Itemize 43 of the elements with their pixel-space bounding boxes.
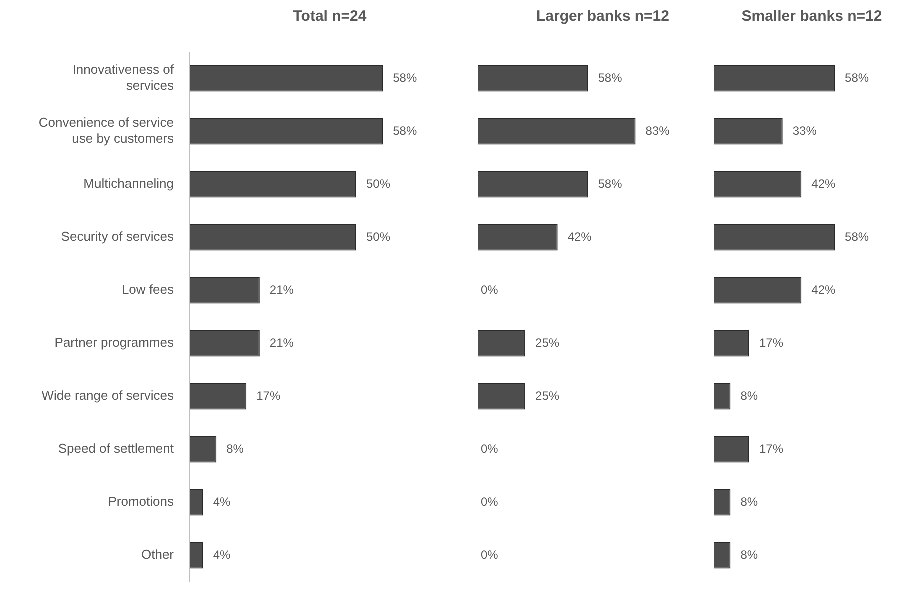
- data-label: 8%: [226, 442, 244, 456]
- chart-title: Total n=24: [292, 8, 368, 27]
- data-label: 0%: [481, 548, 499, 562]
- data-label: 21%: [270, 336, 294, 350]
- data-label: 0%: [481, 494, 499, 509]
- y-tick-label: Speed of settlement: [58, 441, 174, 456]
- data-label: 4%: [213, 548, 231, 562]
- chart-title: Smaller banks n=12: [740, 8, 884, 27]
- data-label: 17%: [759, 442, 784, 456]
- y-tick-label: Multichanneling: [84, 176, 174, 192]
- data-label: 25%: [536, 388, 560, 403]
- data-label: 21%: [270, 282, 294, 297]
- data-label: 33%: [792, 124, 818, 138]
- data-label: 25%: [536, 336, 560, 350]
- y-tick-label: Convenience of service use by customers: [38, 115, 174, 146]
- y-tick-label: Security of services: [61, 229, 174, 244]
- data-label: 42%: [812, 176, 836, 191]
- data-label: 50%: [366, 230, 391, 244]
- data-label: 58%: [598, 176, 623, 191]
- data-label: 0%: [481, 282, 499, 297]
- data-label: 83%: [646, 124, 670, 138]
- y-tick-label: Partner programmes: [54, 335, 174, 350]
- y-tick-label: Wide range of services: [42, 388, 174, 404]
- data-label: 58%: [845, 230, 870, 244]
- chart-title: Larger banks n=12: [536, 8, 670, 27]
- data-label: 58%: [393, 124, 418, 138]
- y-tick-label: Promotions: [108, 494, 174, 510]
- data-label: 58%: [845, 70, 870, 85]
- data-label: 17%: [759, 336, 784, 350]
- data-label: 42%: [568, 230, 592, 244]
- data-label: 58%: [393, 70, 418, 85]
- data-label: 0%: [481, 442, 499, 456]
- data-label: 4%: [213, 494, 231, 509]
- y-tick-label: Low fees: [122, 282, 174, 298]
- data-label: 17%: [256, 388, 281, 403]
- data-label: 42%: [812, 282, 836, 297]
- y-tick-label: Other: [141, 547, 175, 562]
- data-label: 8%: [740, 548, 758, 562]
- data-label: 8%: [740, 494, 758, 509]
- data-label: 8%: [740, 388, 758, 403]
- data-label: 50%: [366, 176, 391, 191]
- data-label: 58%: [598, 70, 623, 85]
- y-tick-label: Innovativeness of services: [72, 62, 174, 94]
